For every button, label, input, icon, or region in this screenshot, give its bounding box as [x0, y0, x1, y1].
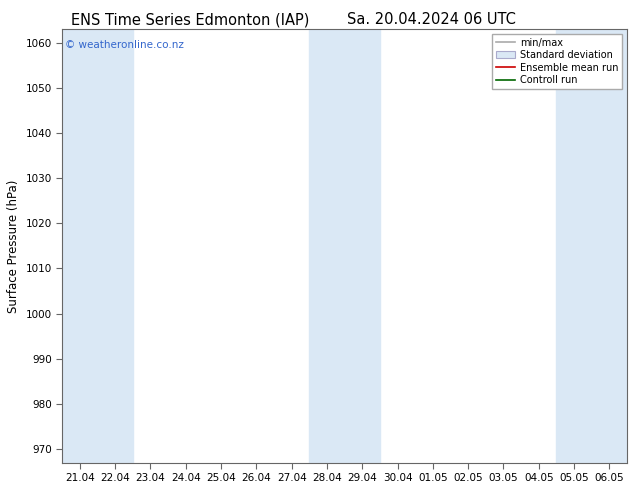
Legend: min/max, Standard deviation, Ensemble mean run, Controll run: min/max, Standard deviation, Ensemble me…: [491, 34, 622, 89]
Text: © weatheronline.co.nz: © weatheronline.co.nz: [65, 40, 184, 50]
Bar: [557, 29, 627, 463]
Y-axis label: Surface Pressure (hPa): Surface Pressure (hPa): [7, 179, 20, 313]
Bar: [309, 29, 380, 463]
Text: ENS Time Series Edmonton (IAP): ENS Time Series Edmonton (IAP): [71, 12, 309, 27]
Text: Sa. 20.04.2024 06 UTC: Sa. 20.04.2024 06 UTC: [347, 12, 515, 27]
Bar: [62, 29, 133, 463]
